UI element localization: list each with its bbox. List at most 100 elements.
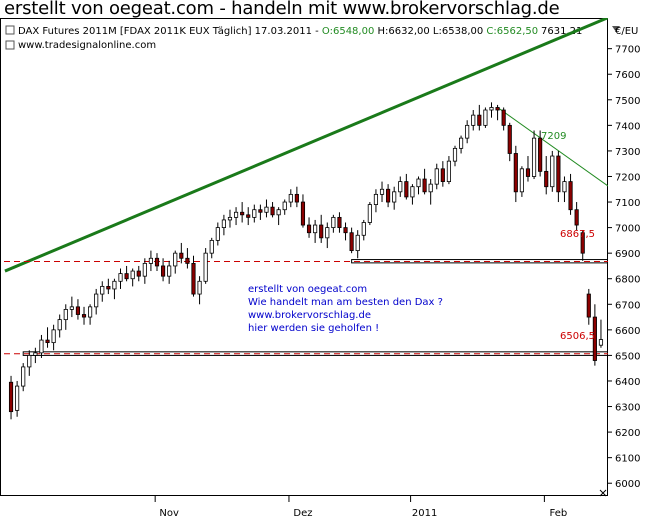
candle xyxy=(57,314,62,338)
candle xyxy=(513,145,518,203)
candle xyxy=(306,217,312,238)
y-tick-label: 6800 xyxy=(615,275,640,286)
candle-body xyxy=(386,188,391,203)
y-tick-label: 7300 xyxy=(615,147,640,158)
candle xyxy=(519,166,524,197)
candle-body xyxy=(465,124,470,139)
annotation-line: Wie handelt man am besten den Dax ? xyxy=(248,297,443,308)
uptrend-line xyxy=(4,18,608,273)
candle xyxy=(94,288,99,315)
candle xyxy=(319,214,324,243)
candle-body xyxy=(124,273,129,280)
candle xyxy=(227,209,233,228)
candle xyxy=(592,304,597,366)
y-axis-label: €/EU xyxy=(615,26,638,37)
candle-body xyxy=(531,137,537,177)
candle-body xyxy=(142,262,147,277)
candle xyxy=(124,265,129,282)
candle-body xyxy=(568,181,573,211)
candle-body xyxy=(130,270,135,280)
candle xyxy=(483,107,488,128)
y-tick-label: 6000 xyxy=(615,479,640,490)
candle-body xyxy=(63,309,68,321)
info-icon xyxy=(5,40,15,50)
chart-info-line: DAX Futures 2011M [FDAX 2011K EUX Täglic… xyxy=(18,26,538,37)
downtrend-line xyxy=(497,107,608,187)
x-axis: NovDez2011FebMär xyxy=(154,496,568,519)
candle-body xyxy=(501,109,506,126)
candle-body xyxy=(276,209,281,216)
candle xyxy=(63,304,68,330)
candle-body xyxy=(81,314,87,318)
candle xyxy=(452,145,458,167)
candle xyxy=(130,268,135,287)
candle-body xyxy=(440,168,445,182)
candle-body xyxy=(519,168,524,193)
candle xyxy=(379,181,385,203)
candle-body xyxy=(489,107,494,111)
candle xyxy=(531,130,537,180)
candle-body xyxy=(319,224,324,239)
candle xyxy=(325,222,330,249)
y-tick-label: 7400 xyxy=(615,121,640,132)
candle xyxy=(215,222,220,246)
candle-body xyxy=(355,234,360,252)
annotation: erstellt von oegeat.com Wie handelt man … xyxy=(248,284,443,334)
candle xyxy=(136,265,141,282)
candle-body xyxy=(21,366,26,387)
candle-body xyxy=(167,265,172,277)
trend-lines xyxy=(4,18,608,356)
candle xyxy=(282,199,287,215)
candle-body xyxy=(337,216,342,229)
candle xyxy=(173,250,178,274)
candle xyxy=(191,255,196,297)
candle xyxy=(313,219,318,243)
candle-body xyxy=(8,381,14,413)
candle xyxy=(525,156,531,182)
candle xyxy=(343,222,348,241)
candle-body xyxy=(282,201,287,211)
candle-body xyxy=(300,201,306,226)
y-tick-label: 7200 xyxy=(615,172,640,183)
candles xyxy=(8,102,604,420)
candle-body xyxy=(507,124,512,154)
candle xyxy=(392,186,397,210)
candle-body xyxy=(513,153,518,193)
candle-body xyxy=(331,216,336,229)
candle xyxy=(246,207,251,226)
candle xyxy=(477,104,482,131)
candle-body xyxy=(592,316,597,361)
candle-body xyxy=(173,252,178,267)
candle xyxy=(75,299,81,320)
candle-body xyxy=(203,252,208,282)
candle xyxy=(45,327,50,348)
candle-body xyxy=(313,224,318,234)
candle xyxy=(544,156,549,195)
annotation-line: www.brokervorschlag.de xyxy=(248,310,371,321)
candle-body xyxy=(88,306,93,318)
candle-body xyxy=(27,355,32,368)
candle xyxy=(465,120,470,144)
candle-body xyxy=(154,257,160,267)
candle-body xyxy=(556,155,561,193)
candle xyxy=(434,163,439,190)
candle xyxy=(167,260,172,284)
candle-body xyxy=(252,209,257,218)
candle-body xyxy=(179,252,184,259)
candle xyxy=(349,227,354,254)
candle-body xyxy=(51,329,56,344)
candle-body xyxy=(477,114,482,126)
candle-body xyxy=(544,170,549,188)
candle xyxy=(428,179,433,205)
candle xyxy=(562,176,567,203)
y-tick-label: 6100 xyxy=(615,454,640,465)
candle xyxy=(538,130,543,177)
x-tick-label: Feb xyxy=(550,508,568,519)
y-tick-label: 7500 xyxy=(615,96,640,107)
candle xyxy=(586,288,591,325)
candle-body xyxy=(471,114,476,126)
support-box-low xyxy=(22,351,608,356)
candle xyxy=(489,102,494,118)
candle-body xyxy=(361,222,366,236)
